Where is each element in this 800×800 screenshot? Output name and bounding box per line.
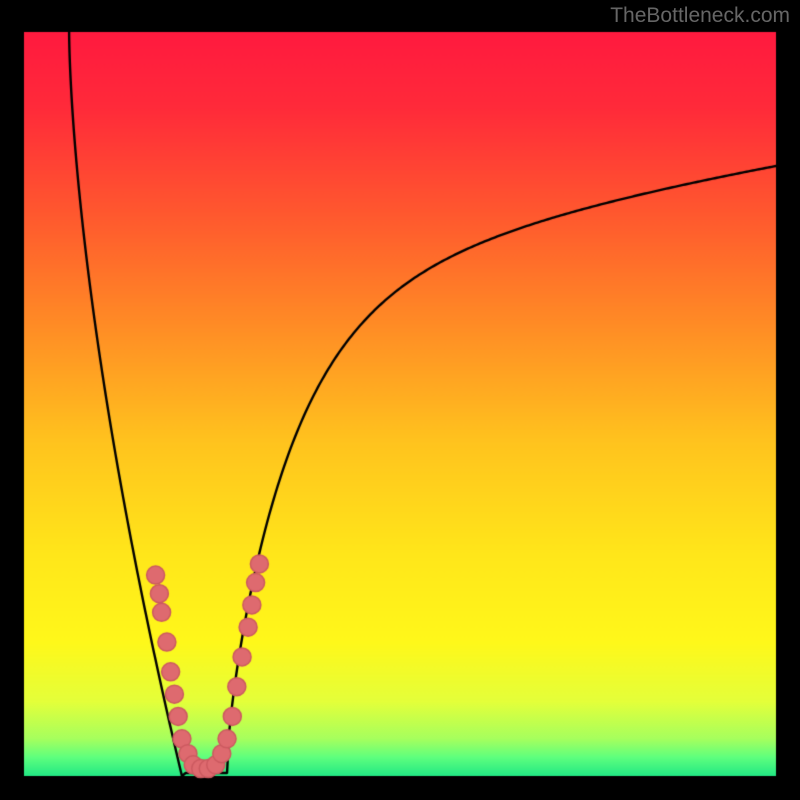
chart-container: TheBottleneck.com bbox=[0, 0, 800, 800]
watermark-text: TheBottleneck.com bbox=[610, 4, 790, 28]
bottleneck-chart bbox=[0, 0, 800, 800]
